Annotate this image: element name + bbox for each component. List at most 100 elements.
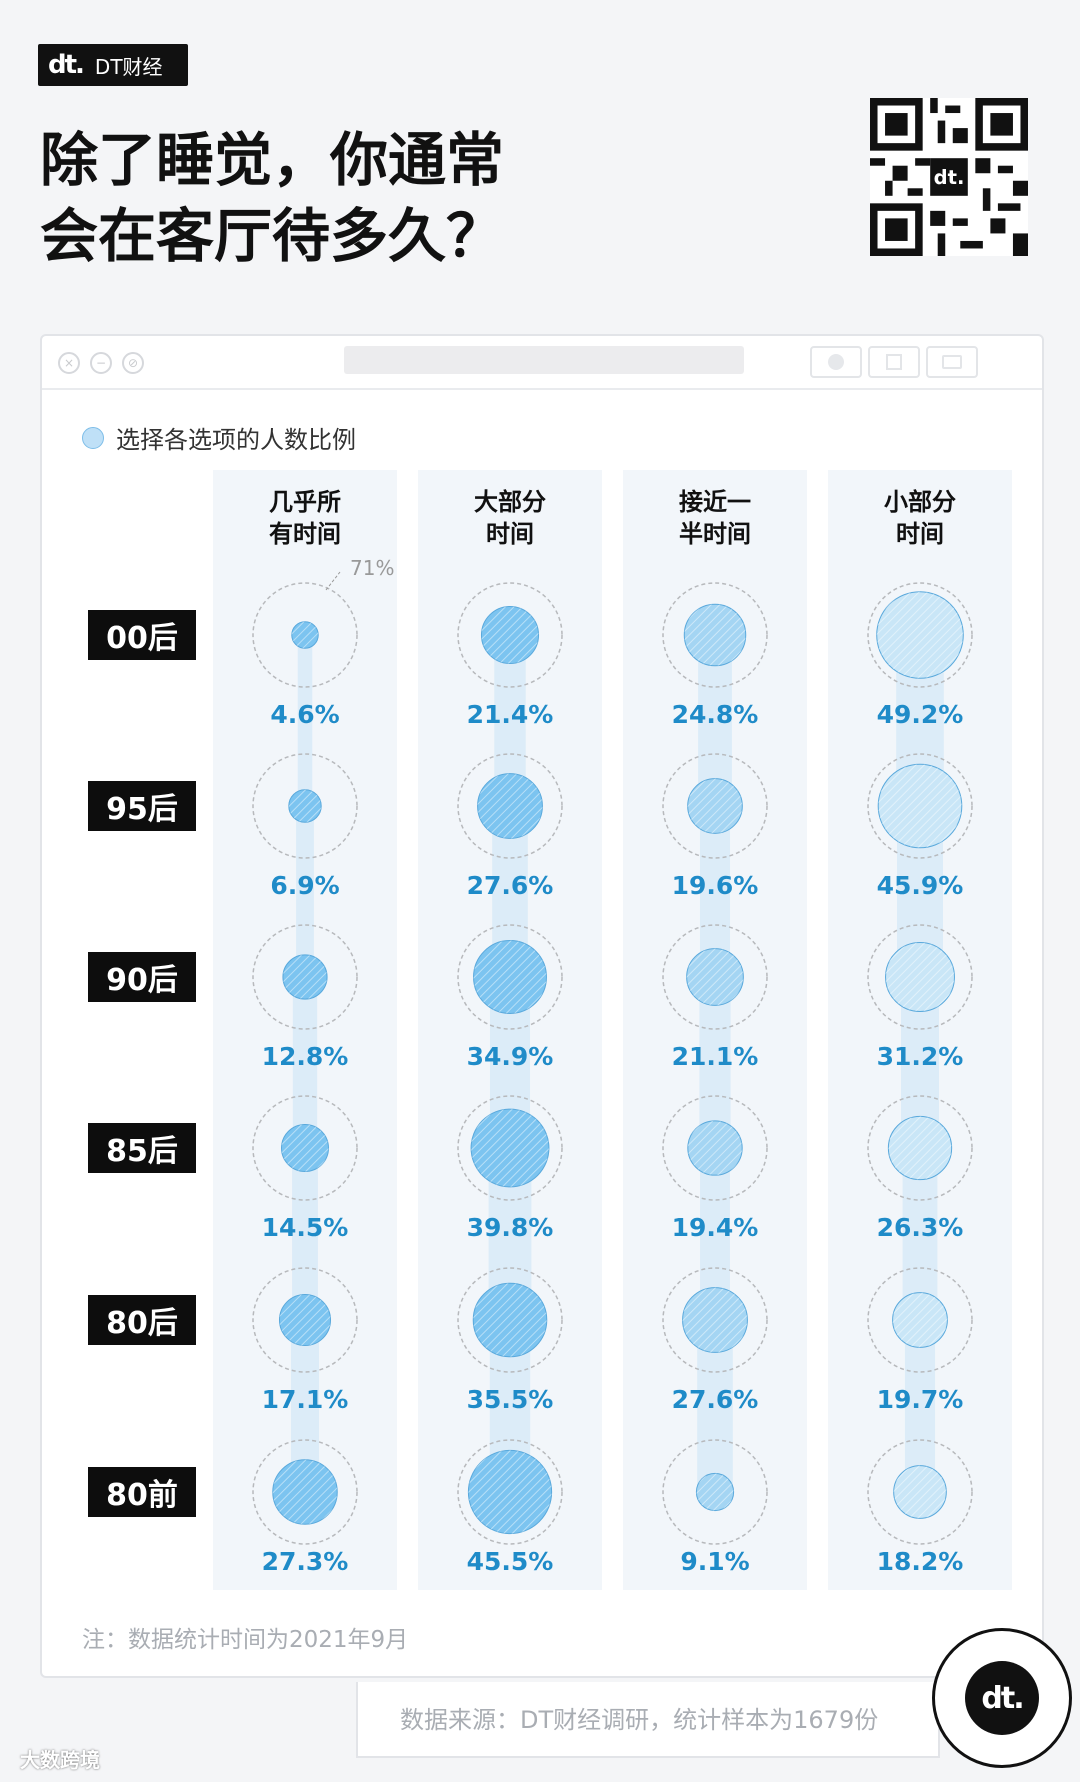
bubble-hatch — [477, 773, 543, 839]
bubble-hatch — [687, 1120, 743, 1176]
share-icon[interactable] — [868, 346, 920, 378]
title-line-2: 会在客厅待多久？ — [40, 202, 505, 270]
value-label: 27.6% — [672, 1385, 759, 1414]
reference-ring — [662, 924, 768, 1030]
brand-name: DT财经 — [94, 54, 163, 79]
value-label: 21.4% — [467, 700, 554, 729]
bubble-hatch — [888, 1116, 952, 1180]
bubble-hatch — [281, 1124, 329, 1172]
window-titlebar: × − ⊘ — [42, 336, 1042, 390]
column-header: 接近一 半时间 — [679, 488, 751, 548]
bubble-hatch — [282, 954, 328, 1000]
chart-legend: 选择各选项的人数比例 — [82, 420, 356, 455]
value-label: 14.5% — [262, 1213, 349, 1242]
value-label: 19.4% — [672, 1213, 759, 1242]
connector-band — [292, 977, 318, 1148]
column-header: 大部分 时间 — [474, 488, 546, 548]
source-panel — [356, 1682, 940, 1758]
reference-ring — [252, 1267, 358, 1373]
bubble-hatch — [893, 1465, 947, 1519]
column-header: 小部分 时间 — [884, 488, 956, 548]
value-label: 45.5% — [467, 1547, 554, 1576]
reference-ring — [867, 1095, 973, 1201]
reference-ring — [457, 1439, 563, 1545]
reference-ring — [252, 582, 358, 688]
value-label: 27.3% — [262, 1547, 349, 1576]
reference-ring — [662, 1439, 768, 1545]
value-label: 26.3% — [877, 1213, 964, 1242]
value-label: 19.7% — [877, 1385, 964, 1414]
reference-arrow — [325, 571, 341, 591]
value-label: 17.1% — [262, 1385, 349, 1414]
value-label: 49.2% — [877, 700, 964, 729]
brand-mark: dt. — [48, 50, 85, 80]
reference-ring — [457, 924, 563, 1030]
row-label: 80前 — [88, 1467, 196, 1517]
bubble-hatch — [272, 1459, 338, 1525]
reference-ring — [662, 1095, 768, 1201]
value-label: 21.1% — [672, 1042, 759, 1071]
address-bar[interactable] — [344, 346, 744, 374]
reference-ring — [457, 1267, 563, 1373]
value-label: 35.5% — [467, 1385, 554, 1414]
bubble-hatch — [878, 764, 962, 848]
value-label: 24.8% — [672, 700, 759, 729]
reference-ring — [662, 582, 768, 688]
reference-value-label: 71% — [350, 556, 394, 580]
bubble-hatch — [471, 1109, 549, 1187]
title-line-1: 除了睡觉，你通常 — [40, 126, 505, 194]
reference-ring — [252, 924, 358, 1030]
data-source: 数据来源：DT财经调研，统计样本为1679份 — [400, 1706, 879, 1734]
connector-band — [297, 635, 313, 806]
value-label: 39.8% — [467, 1213, 554, 1242]
reference-ring — [867, 753, 973, 859]
close-icon[interactable]: × — [58, 352, 80, 374]
value-label: 18.2% — [877, 1547, 964, 1576]
bubble-hatch — [468, 1450, 552, 1534]
bubble-hatch — [885, 942, 955, 1012]
reference-ring — [457, 753, 563, 859]
minimize-icon[interactable]: − — [90, 352, 112, 374]
window-icon[interactable] — [926, 346, 978, 378]
reference-ring — [252, 753, 358, 859]
reference-ring — [252, 1439, 358, 1545]
disabled-icon[interactable]: ⊘ — [122, 352, 144, 374]
svg-text:dt.: dt. — [934, 166, 965, 189]
value-label: 31.2% — [877, 1042, 964, 1071]
bubble-hatch — [473, 1283, 547, 1357]
legend-swatch — [82, 426, 104, 449]
row-label: 80后 — [88, 1295, 196, 1345]
bubble-hatch — [892, 1292, 948, 1348]
value-label: 9.1% — [680, 1547, 749, 1576]
value-label: 34.9% — [467, 1042, 554, 1071]
connector-band — [904, 1320, 936, 1492]
column-header: 几乎所 有时间 — [269, 488, 341, 548]
row-label: 85后 — [88, 1123, 196, 1173]
bubble-hatch — [279, 1294, 331, 1346]
reference-ring — [662, 1267, 768, 1373]
reference-ring — [252, 1095, 358, 1201]
row-label: 90后 — [88, 952, 196, 1002]
bubble-hatch — [876, 591, 964, 679]
value-label: 27.6% — [467, 871, 554, 900]
reference-ring — [662, 753, 768, 859]
value-label: 6.9% — [270, 871, 339, 900]
reference-ring — [867, 582, 973, 688]
connector-band — [292, 1148, 318, 1320]
reference-ring — [457, 1095, 563, 1201]
record-icon[interactable] — [810, 346, 862, 378]
bubble-hatch — [481, 606, 539, 664]
badge-logo: dt. — [965, 1661, 1039, 1735]
bubble-hatch — [686, 948, 744, 1006]
dt-badge: dt. — [932, 1628, 1072, 1768]
footer-watermark: 大数跨境 — [20, 1748, 100, 1772]
bubble-hatch — [473, 940, 547, 1014]
row-label: 00后 — [88, 610, 196, 660]
bubble-hatch — [687, 778, 743, 834]
bubble-hatch — [684, 604, 746, 666]
brand-logo: dt. DT财经 — [38, 44, 188, 86]
bubble-hatch — [291, 621, 319, 649]
value-label: 19.6% — [672, 871, 759, 900]
footnote: 注：数据统计时间为2021年9月 — [82, 1627, 409, 1653]
